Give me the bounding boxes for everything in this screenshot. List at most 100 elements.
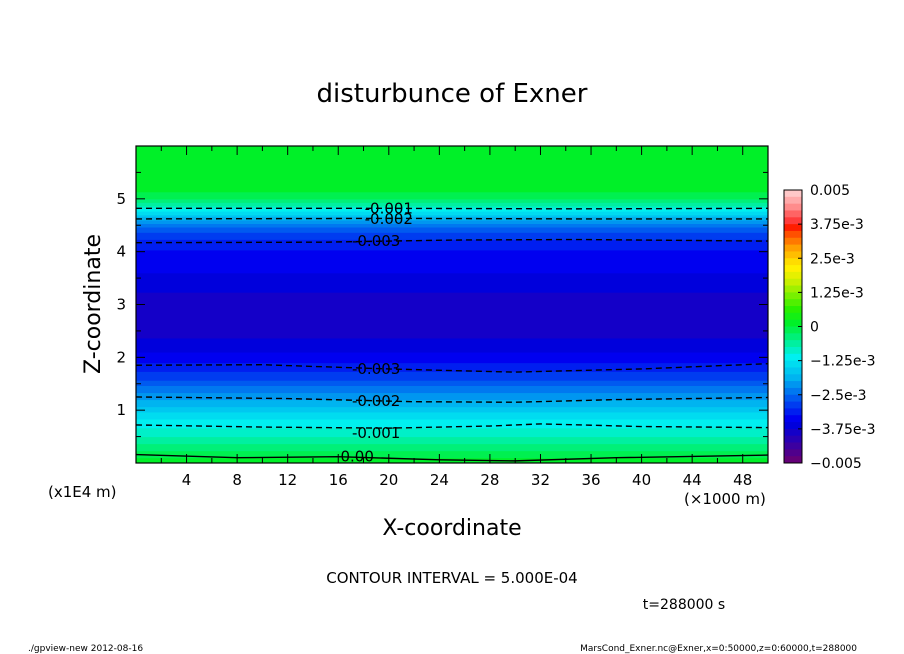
colorbar-swatch (784, 456, 802, 464)
contour-band (136, 207, 768, 210)
contour-band (136, 400, 768, 404)
contour-band (136, 152, 768, 158)
colorbar-label: 0 (810, 320, 819, 336)
contour-band (136, 291, 768, 295)
contour-band (136, 351, 768, 355)
contour-band (136, 166, 768, 172)
colorbar-swatch (784, 442, 802, 450)
contour-band (136, 265, 768, 269)
contour-band (136, 358, 768, 362)
contour-band (136, 215, 768, 219)
contour-band (136, 201, 768, 205)
contour-band (136, 270, 768, 274)
x-tick-label: 20 (379, 471, 398, 489)
contour-band (136, 377, 768, 381)
contour-band (136, 289, 768, 293)
colorbar-swatch (784, 346, 802, 355)
contour-label: -0.001 (352, 424, 400, 442)
contour-band (136, 325, 768, 328)
contour-band (136, 340, 768, 344)
contour-band (136, 349, 768, 353)
contour-band (136, 346, 768, 350)
x-tick-label: 40 (632, 471, 651, 489)
contour-band (136, 256, 768, 260)
contour-band (136, 411, 768, 415)
contour-band (136, 298, 768, 302)
contour-band (136, 296, 768, 300)
contour-band (136, 219, 768, 223)
contour-band (136, 249, 768, 253)
contour-band (136, 326, 768, 330)
colorbar-swatch (784, 306, 802, 314)
x-tick-label: 32 (531, 471, 550, 489)
contour-band (136, 451, 768, 455)
contour-band (136, 413, 768, 416)
contour-band (136, 418, 768, 422)
x-tick-label: 28 (480, 471, 499, 489)
footer-right: MarsCond_Exner.nc@Exner,x=0:50000,z=0:60… (580, 644, 857, 654)
contour-band (136, 355, 768, 358)
contour-band (136, 376, 768, 379)
colorbar-swatch (784, 292, 802, 300)
contour-band (136, 194, 768, 198)
contour-band (136, 441, 768, 445)
colorbar-swatch (784, 333, 802, 341)
contour-band (136, 388, 768, 392)
colorbar-label: −3.75e-3 (810, 422, 875, 438)
contour-band (136, 344, 768, 348)
contour-band (136, 214, 768, 217)
contour-band (136, 237, 768, 240)
contour-band (136, 233, 768, 237)
x-tick-label: 24 (430, 471, 449, 489)
colorbar-swatch (784, 401, 802, 409)
contour-band (136, 432, 768, 436)
contour-band (136, 439, 768, 443)
contour-band (136, 318, 768, 321)
colorbar-swatch (784, 428, 802, 437)
contour-band (136, 284, 768, 288)
y-tick-label: 3 (116, 296, 126, 314)
contour-band (136, 222, 768, 226)
x-axis-unit: (×1000 m) (684, 490, 766, 508)
contour-band (136, 288, 768, 291)
contour-band (136, 455, 768, 459)
contour-band (136, 390, 768, 394)
contour-band (136, 254, 768, 258)
contour-interval: CONTOUR INTERVAL = 5.000E-04 (326, 569, 577, 587)
contour-band (136, 330, 768, 334)
contour-band (136, 279, 768, 283)
contour-band (136, 282, 768, 286)
contour-band (136, 416, 768, 420)
colorbar-swatch (784, 394, 802, 403)
contour-band (136, 226, 768, 230)
chart-title: disturbunce of Exner (317, 79, 588, 109)
contour-band (136, 217, 768, 221)
contour-band (136, 212, 768, 216)
colorbar-swatch (784, 326, 802, 334)
contour-band (136, 191, 768, 195)
contour-band (136, 268, 768, 272)
contour-band (136, 328, 768, 332)
contour-label: -0.001 (365, 199, 413, 217)
contour-band (136, 379, 768, 383)
contour-band (136, 386, 768, 390)
contour-band (136, 221, 768, 224)
colorbar-swatch (784, 422, 802, 430)
x-tick-label: 44 (683, 471, 702, 489)
colorbar-swatch (784, 203, 802, 211)
contour-band (136, 293, 768, 297)
contour-band (136, 198, 768, 202)
colorbar-swatch (784, 353, 802, 362)
contour-band (136, 406, 768, 409)
contour-band (136, 392, 768, 395)
colorbar-swatch (784, 265, 802, 273)
contour-band (136, 228, 768, 232)
colorbar-label: −0.005 (810, 456, 862, 472)
contour-band (136, 436, 768, 439)
contour-band (136, 231, 768, 235)
contour-band (136, 443, 768, 446)
colorbar-swatch (784, 196, 802, 205)
colorbar-swatch (784, 299, 802, 307)
contour-band (136, 277, 768, 281)
